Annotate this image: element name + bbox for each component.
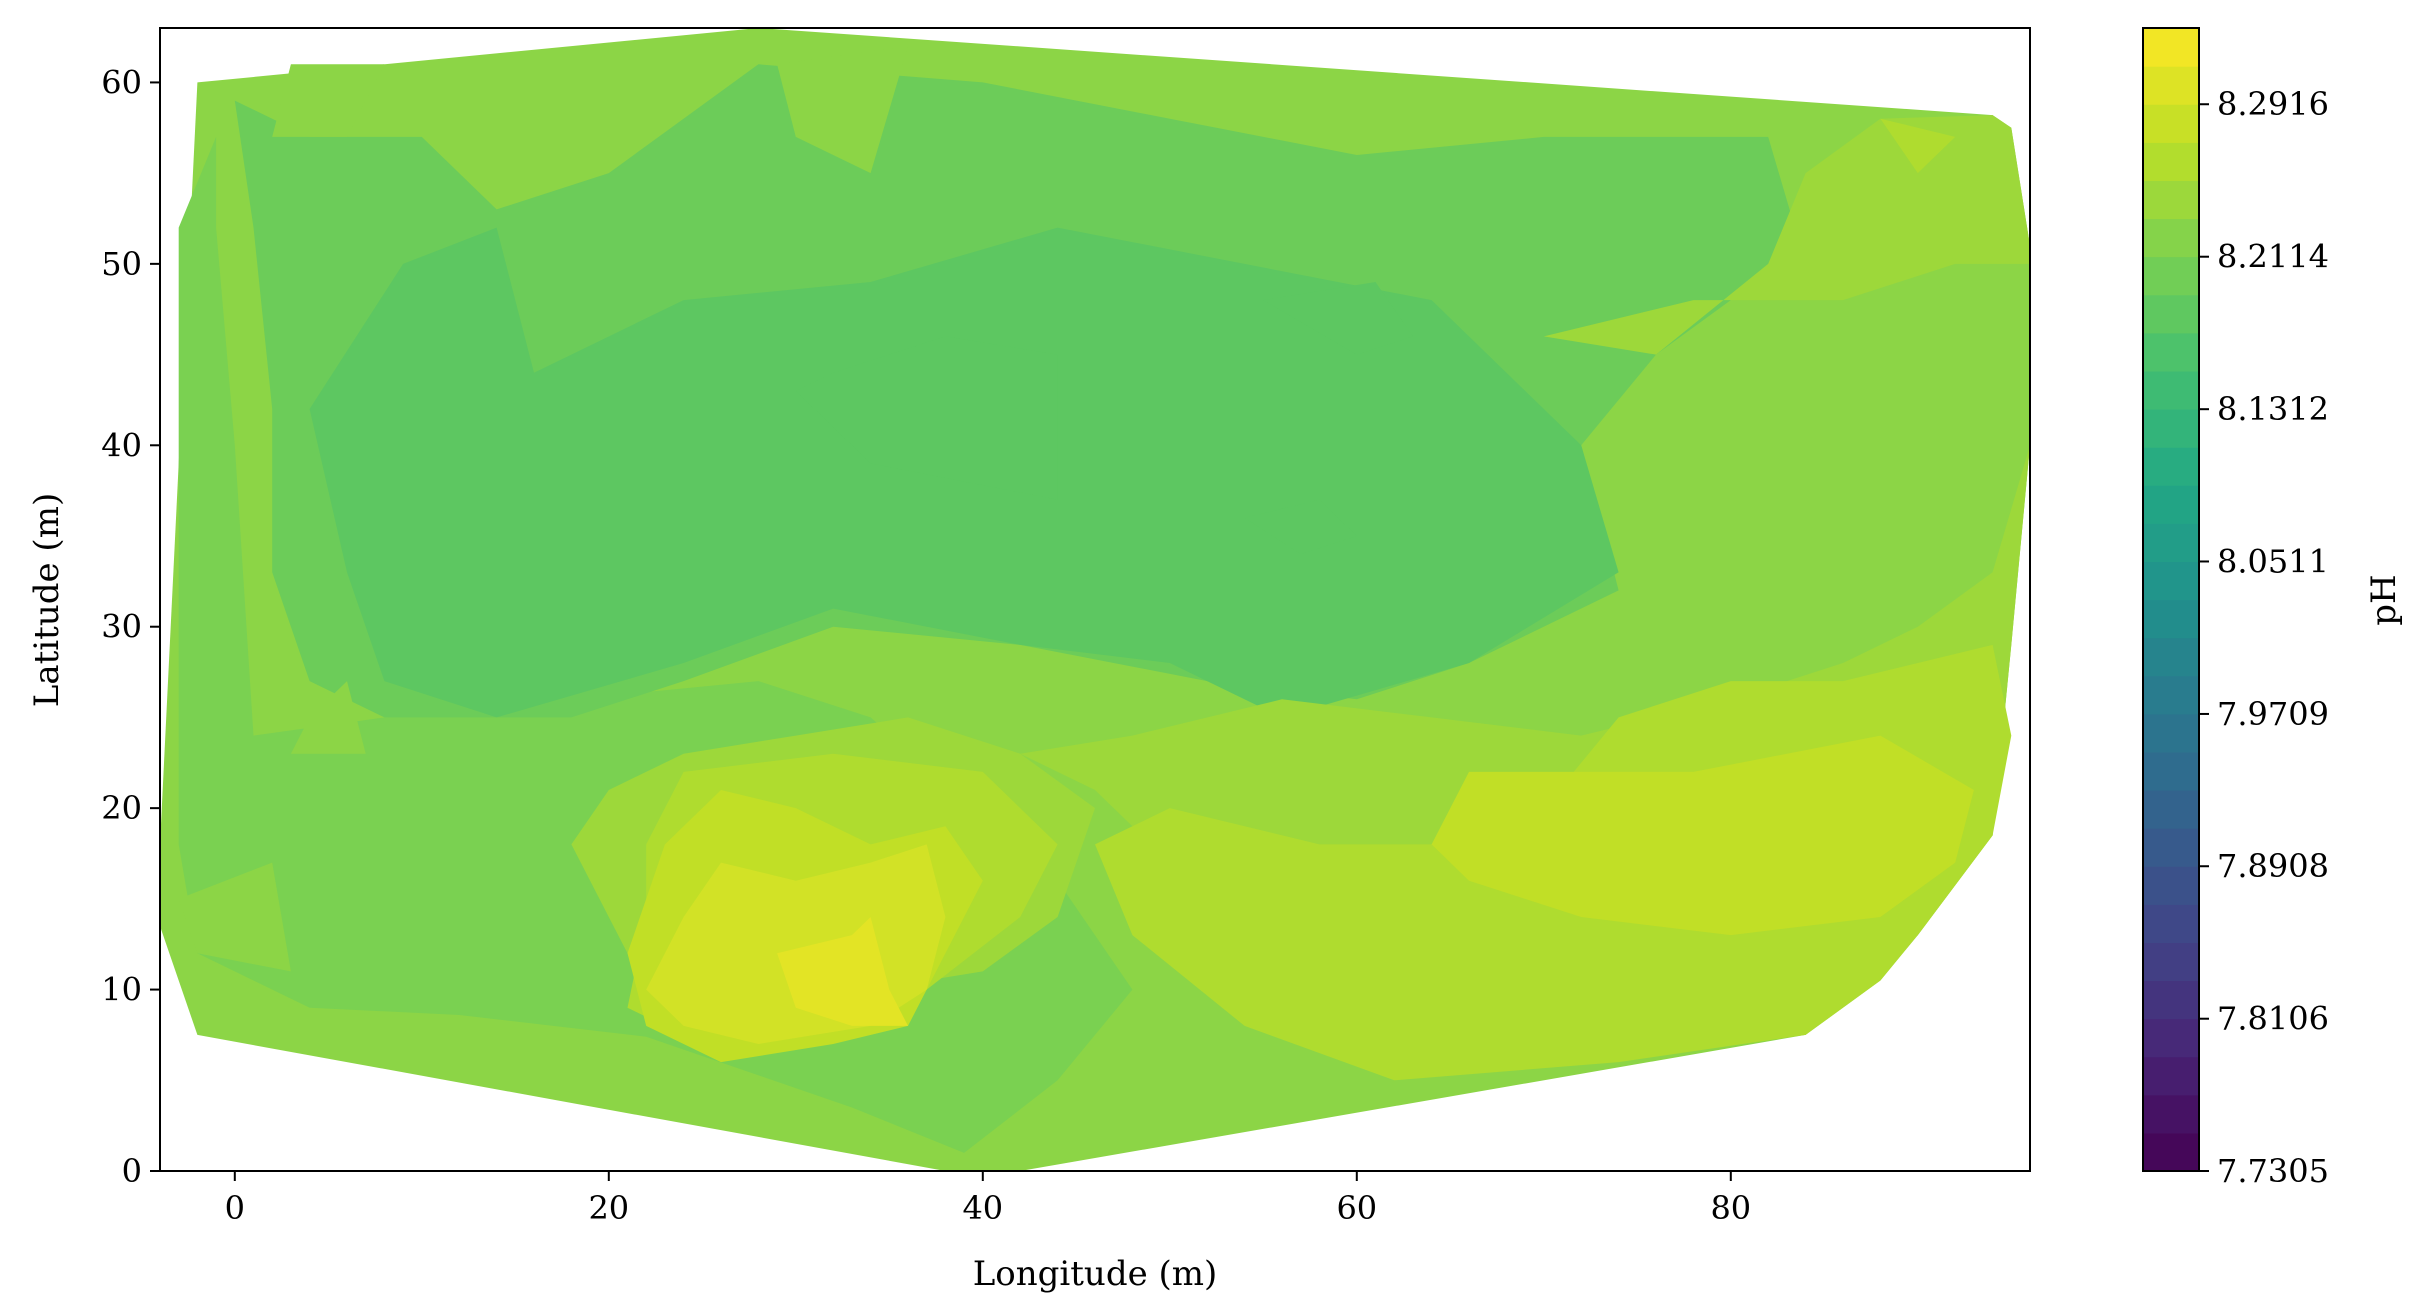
contour-region-8 [290, 681, 366, 754]
y-tick-label: 50 [101, 245, 142, 283]
colorbar-level [2143, 1018, 2199, 1058]
y-tick-label: 60 [101, 63, 142, 101]
colorbar-level [2143, 256, 2199, 296]
colorbar-level [2143, 104, 2199, 143]
colorbar-level [2143, 599, 2199, 639]
colorbar-tick-label: 7.9709 [2217, 695, 2329, 733]
colorbar-level [2143, 523, 2199, 562]
colorbar-tick-label: 8.2916 [2217, 85, 2329, 123]
x-tick-label: 60 [1336, 1189, 1377, 1227]
contour-fill-layer [160, 28, 2030, 1171]
colorbar-level [2143, 942, 2199, 982]
colorbar-level [2143, 904, 2199, 943]
contour-region-9 [178, 862, 291, 972]
colorbar-tick-label: 7.7305 [2217, 1152, 2329, 1190]
colorbar-axis: 7.7305 7.8106 7.8908 7.9709 8.0511 8.1312 8.21… [2199, 85, 2329, 1190]
contour-region-18 [777, 917, 908, 1026]
colorbar-level [2143, 1056, 2199, 1096]
colorbar-level [2143, 675, 2199, 715]
colorbar-tick-label: 7.8908 [2217, 847, 2329, 885]
x-axis: 0 20 40 60 80 [225, 1171, 1751, 1227]
colorbar-level [2143, 370, 2199, 410]
colorbar-level [2143, 980, 2199, 1020]
y-tick-label: 20 [101, 789, 142, 827]
colorbar-level [2143, 447, 2199, 486]
colorbar-level [2143, 866, 2199, 905]
y-tick-label: 0 [122, 1152, 142, 1190]
colorbar-level [2143, 790, 2199, 829]
colorbar-level [2143, 28, 2199, 67]
colorbar-level [2143, 294, 2199, 334]
y-tick-label: 10 [101, 971, 142, 1009]
x-tick-label: 0 [225, 1189, 245, 1227]
colorbar-tick-label: 8.1312 [2217, 390, 2329, 428]
colorbar-level [2143, 409, 2199, 448]
y-tick-label: 40 [101, 426, 142, 464]
colorbar-level [2143, 1132, 2199, 1172]
colorbar-level [2143, 637, 2199, 677]
colorbar-level [2143, 1094, 2199, 1134]
colorbar-level [2143, 561, 2199, 601]
colorbar-level [2143, 713, 2199, 753]
x-tick-label: 20 [588, 1189, 629, 1227]
contour-region-7 [777, 46, 908, 174]
contour-region-16 [1431, 735, 1974, 936]
colorbar-frame [2142, 27, 2200, 1172]
y-tick-label: 30 [101, 608, 142, 646]
x-tick-label: 80 [1710, 1189, 1751, 1227]
colorbar-level [2143, 218, 2199, 258]
contour-region-13 [1880, 118, 1956, 174]
colorbar-label: pH [2364, 574, 2404, 625]
colorbar [2143, 28, 2199, 1172]
colorbar-tick-label: 8.2114 [2217, 238, 2329, 276]
y-axis-label: Latitude (m) [27, 493, 67, 707]
plot-frame [159, 27, 2031, 1172]
y-axis: 0 10 20 30 40 50 60 [101, 63, 160, 1190]
x-axis-label: Longitude (m) [973, 1254, 1218, 1294]
contour-region-4 [1263, 282, 1413, 355]
x-tick-label: 40 [962, 1189, 1003, 1227]
colorbar-level [2143, 332, 2199, 372]
colorbar-level [2143, 485, 2199, 524]
colorbar-level [2143, 142, 2199, 181]
colorbar-level [2143, 180, 2199, 220]
colorbar-level [2143, 751, 2199, 791]
contour-region-6 [272, 64, 385, 137]
colorbar-tick-label: 7.8106 [2217, 1000, 2329, 1038]
colorbar-level [2143, 828, 2199, 867]
colorbar-tick-label: 8.0511 [2217, 542, 2329, 580]
colorbar-level [2143, 66, 2199, 105]
contour-region-3 [795, 336, 1058, 500]
contour-region-5 [1244, 499, 1357, 555]
